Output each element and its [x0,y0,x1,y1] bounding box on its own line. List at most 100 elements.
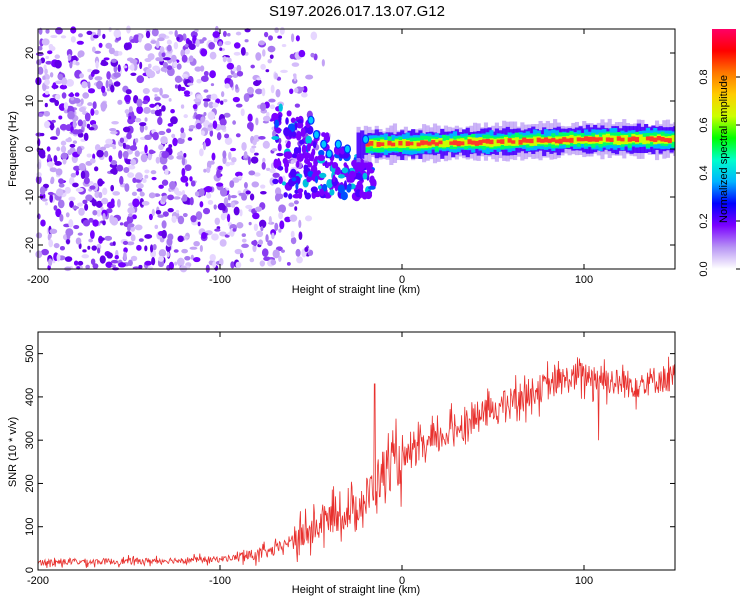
spectrogram-noise-blob [161,220,167,229]
spectrogram-signal-cell [416,142,421,147]
spectrogram-noise-blob [163,57,171,61]
spectrogram-signal-cell [613,135,618,145]
spectrogram-noise-blob [298,49,306,58]
spectrogram-noise-blob [98,42,103,48]
spectrogram-noise-blob [113,81,121,87]
spectrogram-signal-cell [627,137,632,142]
spectrogram-noise-blob [112,191,121,196]
spectrogram-transition-blob [278,114,282,123]
spectrogram-noise-blob [255,206,263,212]
spectrogram-noise-blob [73,260,79,266]
spectrogram-noise-blob [70,26,77,34]
spectrogram-x-label: Height of straight line (km) [292,284,420,296]
spectrogram-noise-blob [47,161,55,168]
spectrogram-noise-blob [38,148,46,158]
spectrogram-noise-blob [76,40,84,45]
spectrogram-noise-blob [158,184,164,189]
spectrogram-noise-blob [94,109,99,116]
spectrogram-noise-blob [99,255,106,264]
spectrogram-noise-blob [167,155,174,160]
spectrogram-noise-blob [44,102,48,108]
spectrogram-noise-blob [60,152,68,160]
spectrogram-noise-blob [123,167,130,174]
spectrogram-noise-blob [53,205,58,211]
spectrogram-noise-blob [95,200,103,208]
spectrogram-noise-blob [280,249,285,253]
spectrogram-noise-blob [71,206,80,210]
spectrogram-signal-cell [518,139,523,145]
spectrogram-noise-blob [265,69,270,73]
spectrogram-noise-blob [67,53,72,61]
spectrogram-noise-blob [54,80,63,85]
spectrogram-noise-blob [150,109,156,115]
spectrogram-transition-blob [275,127,282,134]
spectrogram-noise-blob [64,256,73,262]
spectrogram-noise-blob [215,182,224,187]
spectrogram-signal-cell [434,142,439,146]
spectrogram-noise-blob [216,169,221,179]
spectrogram-signal-cell [376,142,381,147]
spectrogram-noise-blob [268,215,272,224]
spectrogram-noise-blob [296,256,303,264]
spectrogram-noise-blob [46,146,51,152]
spectrogram-noise-blob [36,172,42,178]
spectrogram-hotspot [362,134,370,144]
spectrogram-noise-blob [105,42,113,49]
spectrogram-transition-blob [290,117,296,123]
spectrogram-noise-blob [226,213,231,223]
spectrogram-signal-cell [431,140,436,145]
spectrogram-noise-blob [298,219,302,229]
spectrogram-transition-blob [339,147,345,155]
spectrogram-transition-blob [297,188,304,193]
spectrogram-noise-blob [298,231,303,240]
spectrogram-noise-blob [86,30,93,35]
spectrogram-transition-blob [340,191,348,201]
spectrogram-noise-blob [190,30,198,38]
snr-x-label: Height of straight line (km) [292,584,420,596]
spectrogram-noise-blob [161,94,170,99]
spectrogram-noise-blob [195,122,202,130]
spectrogram-noise-blob [167,194,174,201]
spectrogram-noise-blob [152,244,157,251]
spectrogram-noise-blob [94,191,100,198]
spectrogram-noise-blob [42,75,46,80]
spectrogram-noise-blob [148,150,156,154]
spectrogram-transition-blob [300,127,306,138]
spectrogram-noise-blob [241,238,247,243]
spectrogram-noise-blob [168,30,174,35]
spectrogram-noise-blob [194,66,202,72]
spectrogram-noise-blob [271,148,278,152]
spectrogram-noise-blob [235,103,243,108]
spectrogram-noise-blob [217,165,223,171]
spectrogram-noise-blob [277,35,283,39]
spectrogram-noise-blob [108,155,113,163]
spectrogram-noise-blob [92,153,96,160]
spectrogram-signal-cell [649,136,654,142]
spectrogram-noise-blob [101,85,106,94]
spectrogram-signal-cell [624,135,629,145]
spectrogram-noise-blob [278,204,287,214]
spectrogram-signal-cell [543,137,549,143]
spectrogram-noise-blob [200,48,208,57]
spectrogram-transition-blob [277,165,284,171]
spectrogram-noise-blob [109,128,117,132]
spectrogram-hotspot [307,115,315,125]
spectrogram-noise-blob [69,61,73,69]
spectrogram-noise-blob [142,88,150,95]
spectrogram-noise-blob [211,152,216,161]
spectrogram-y-tick-label: -10 [24,189,36,205]
spectrogram-signal-cell [638,134,643,143]
spectrogram-noise-blob [181,54,188,63]
spectrogram-noise-blob [279,220,285,230]
spectrogram-noise-blob [93,34,99,39]
spectrogram-noise-blob [79,73,84,79]
spectrogram-noise-blob [181,73,189,78]
spectrogram-noise-blob [43,110,51,117]
spectrogram-noise-blob [100,61,109,67]
spectrogram-signal-cell [478,140,483,145]
snr-frame [37,331,676,571]
spectrogram-noise-blob [184,48,190,55]
spectrogram-noise-blob [80,98,84,105]
spectrogram-noise-blob [85,194,93,202]
spectrogram-noise-blob [259,102,266,112]
